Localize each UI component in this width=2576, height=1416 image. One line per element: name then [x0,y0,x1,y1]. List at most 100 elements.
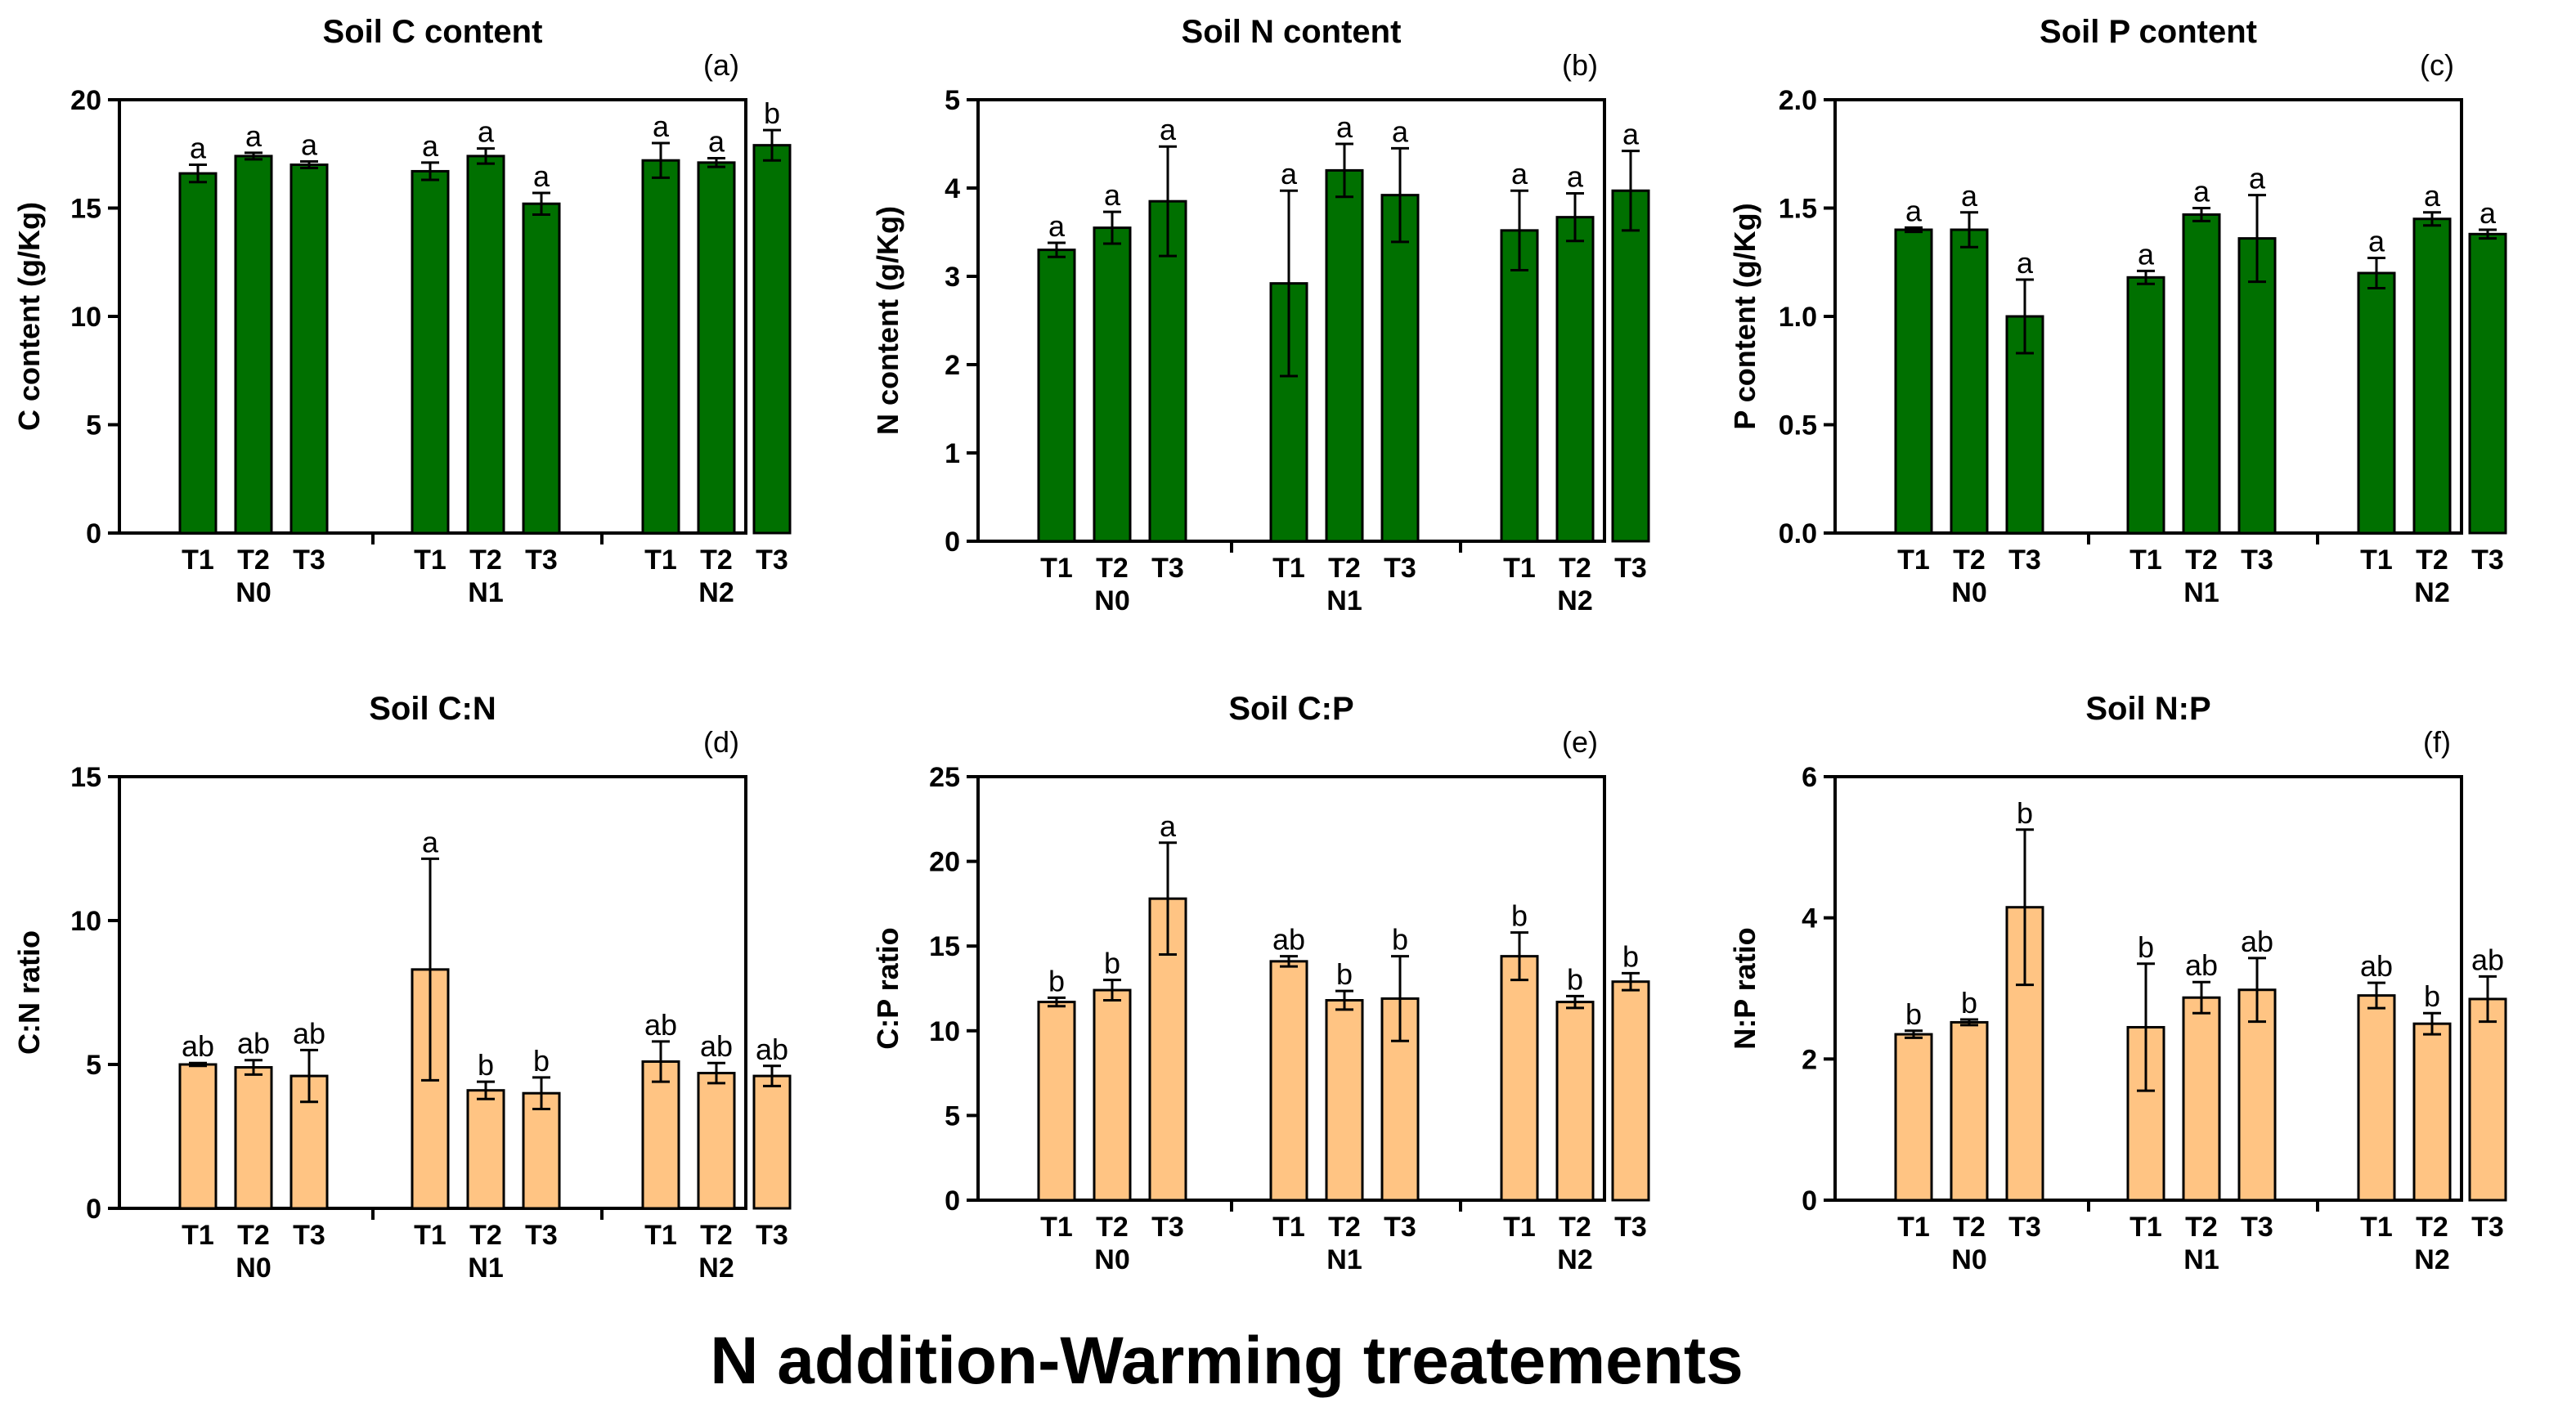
x-tick-label: T1 [414,1220,447,1251]
bar [178,1063,218,1210]
bar [1037,1001,1076,1202]
group-label: N0 [236,577,271,608]
significance-letter: a [1511,157,1528,190]
x-tick-label: T1 [2129,544,2162,576]
bar [2468,997,2507,1202]
group-label: N2 [2414,577,2449,608]
x-tick-label: T3 [293,1220,325,1251]
panel-title: Soil C content [323,14,543,50]
significance-letter: a [301,128,318,162]
x-tick-label: T3 [2008,1212,2041,1243]
bar [466,1089,505,1210]
x-tick-label: T1 [1040,553,1073,584]
significance-letter: a [2138,237,2155,271]
y-tick-label: 6 [1802,762,1817,793]
bar [234,155,273,535]
significance-letter: b [1622,939,1639,973]
x-tick-label: T3 [1151,1212,1184,1243]
bar [1611,189,1650,543]
y-tick-label: 25 [929,762,960,793]
bar [641,159,680,535]
significance-letter: b [1048,964,1065,997]
significance-letter: a [2193,175,2210,208]
x-tick-label: T1 [1897,1212,1930,1243]
group-label: N1 [1326,1244,1362,1275]
bar [2412,217,2452,535]
bar [2237,988,2277,1202]
significance-letter: b [2424,979,2440,1013]
significance-letter: ab [2185,948,2218,982]
significance-letter: b [2017,796,2033,830]
significance-letter: a [1392,114,1409,148]
y-tick-label: 1.5 [1779,194,1817,225]
x-tick-label: T1 [644,1220,677,1251]
y-tick-label: 0 [945,527,960,558]
panel-letter-label: (c) [2420,48,2454,82]
significance-letter: b [1336,957,1353,991]
bar [1269,960,1308,1202]
y-axis-label: C content (g/Kg) [12,202,46,431]
bar [289,164,329,535]
significance-letter: a [2249,162,2266,195]
x-tick-label: T2 [1559,553,1591,584]
bar [522,1091,561,1210]
x-tick-label: T2 [2185,544,2218,576]
bar [411,169,450,535]
x-tick-label: T1 [182,1220,214,1251]
x-tick-label: T1 [2129,1212,2162,1243]
y-tick-label: 20 [929,847,960,878]
x-tick-label: T2 [2416,544,2448,576]
significance-letter: a [1905,194,1923,227]
significance-letter: ab [2471,943,2504,976]
y-axis-label: C:P ratio [871,927,904,1049]
group-label: N0 [1094,585,1129,616]
panel-title: Soil P content [2040,14,2257,50]
significance-letter: b [533,1044,550,1078]
bar [641,1060,680,1210]
x-tick-label: T2 [237,1220,270,1251]
bar [1555,216,1595,543]
significance-letter: a [533,159,550,193]
bar [1611,980,1650,1202]
group-label: N0 [236,1252,271,1284]
panel-title: Soil N content [1182,14,1402,50]
x-tick-label: T3 [2008,544,2041,576]
bar [178,172,218,535]
y-tick-label: 15 [929,931,960,962]
significance-letter: ab [293,1016,325,1050]
x-tick-label: T3 [756,1220,788,1251]
y-tick-label: 0 [945,1185,960,1217]
group-label: N2 [1557,1244,1592,1275]
y-tick-label: 2 [1802,1044,1817,1075]
panel-6: Soil N:P (f) N:P ratio 0 2 4 6 b T1 b T2 b T3 b T1 ab T2… [1728,691,2507,1275]
x-tick-label: T2 [1328,1212,1361,1243]
y-tick-label: 0 [86,1194,101,1225]
x-tick-label: T1 [182,544,214,576]
y-axis-label: C:N ratio [12,930,46,1055]
bar [1894,228,1933,535]
bar [2468,232,2507,535]
group-label: N1 [2183,1244,2219,1275]
significance-letter: b [1104,947,1120,980]
significance-letter: a [2424,179,2441,213]
bar [752,1074,792,1210]
group-label: N2 [698,577,734,608]
bar [2237,237,2277,535]
x-tick-label: T3 [2471,1212,2504,1243]
significance-letter: a [708,125,725,159]
y-tick-label: 0.5 [1779,410,1817,441]
bar [697,161,736,535]
group-label: N0 [1951,1244,1986,1275]
x-tick-label: T2 [1328,553,1361,584]
y-tick-label: 1 [945,438,960,469]
y-tick-label: 15 [70,762,101,793]
bar [1380,194,1420,543]
significance-letter: a [190,132,207,165]
significance-letter: b [1567,962,1583,996]
y-tick-label: 2.0 [1779,85,1817,116]
x-tick-label: T3 [525,1220,558,1251]
bar [1325,999,1364,1202]
significance-letter: a [1048,209,1066,243]
significance-letter: ab [182,1029,214,1063]
